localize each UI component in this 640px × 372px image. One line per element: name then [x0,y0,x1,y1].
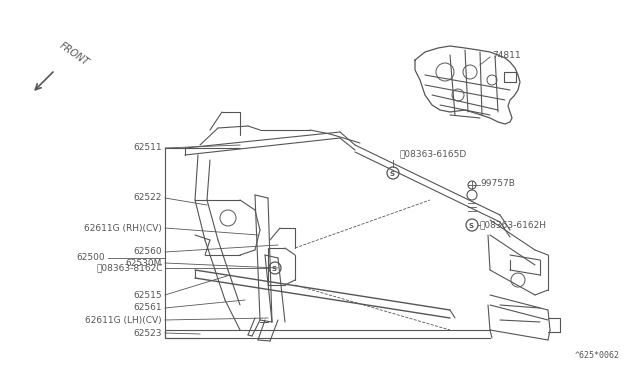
Text: 62511: 62511 [133,144,162,153]
Text: 62500: 62500 [76,253,105,263]
Text: ^625*0062: ^625*0062 [575,351,620,360]
Text: 62611G (LH)(CV): 62611G (LH)(CV) [85,315,162,324]
Text: 62561: 62561 [133,304,162,312]
Text: Ⓝ08363-8162C: Ⓝ08363-8162C [97,263,163,273]
Text: Ⓝ08363-6165D: Ⓝ08363-6165D [400,149,467,158]
Text: 74811: 74811 [492,51,520,61]
Text: 62522: 62522 [134,193,162,202]
Text: 62523: 62523 [134,328,162,337]
Text: S: S [390,171,394,177]
Text: 62560: 62560 [133,247,162,257]
Text: 62611G (RH)(CV): 62611G (RH)(CV) [84,224,162,232]
Text: 62515: 62515 [133,291,162,299]
Text: Ⓝ08363-6162H: Ⓝ08363-6162H [480,221,547,230]
Text: S: S [468,223,474,229]
Text: 99757B: 99757B [480,179,515,187]
Text: 62530M: 62530M [125,259,162,267]
Text: FRONT: FRONT [58,41,91,68]
Text: S: S [271,266,276,272]
